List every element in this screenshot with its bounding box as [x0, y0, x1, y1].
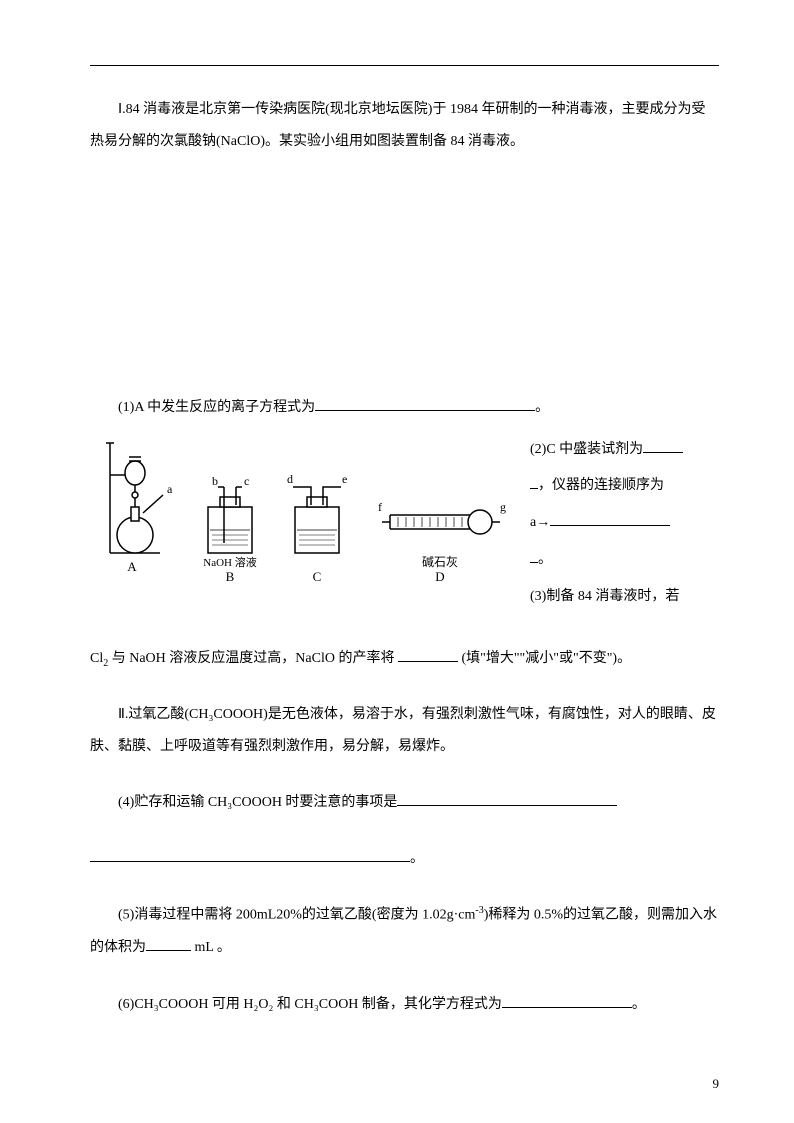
q4-text: (4)贮存和运输 CH₃COOOH 时要注意的事项是: [118, 795, 397, 810]
label-d: D: [435, 569, 444, 584]
label-b: B: [226, 569, 235, 584]
q3a: (3)制备 84 消毒液时，若: [530, 589, 679, 604]
q6a: (6)CH₃COOOH 可用 H₂O₂ 和 CH₃COOH 制备，其化学方程式为: [118, 997, 502, 1012]
question-6: (6)CH₃COOOH 可用 H₂O₂ 和 CH₃COOH 制备，其化学方程式为…: [90, 989, 719, 1021]
question-4: (4)贮存和运输 CH₃COOOH 时要注意的事项是: [90, 787, 719, 819]
port-f: f: [378, 500, 382, 514]
q3-blank: [398, 648, 458, 662]
q2d: 。: [538, 552, 552, 567]
q2a: (2)C 中盛装试剂为: [530, 442, 643, 457]
q1-text: (1)A 中发生反应的离子方程式为: [118, 400, 315, 415]
q3-body: Cl2 与 NaOH 溶液反应温度过高，NaClO 的产率将 (填"增大""减小…: [90, 643, 719, 675]
content: Ⅰ.84 消毒液是北京第一传染病医院(现北京地坛医院)于 1984 年研制的一种…: [90, 94, 719, 1021]
side-text: (2)C 中盛装试剂为 ，仪器的连接顺序为 a→ 。 (3)制备 84 消毒液时…: [520, 435, 719, 619]
port-b: b: [212, 474, 218, 488]
figure-placeholder: [90, 158, 719, 368]
q1-blank: [315, 397, 535, 411]
intro-1: Ⅰ.84 消毒液是北京第一传染病医院(现北京地坛医院)于 1984 年研制的一种…: [90, 94, 719, 158]
apparatus-a: a: [106, 443, 173, 553]
q2c: a→: [530, 515, 550, 530]
q3b2: 与 NaOH 溶液反应温度过高，NaClO 的产率将: [108, 651, 398, 666]
q1-end: 。: [535, 400, 549, 415]
port-c: c: [244, 474, 249, 488]
apparatus-d: f g: [378, 500, 506, 534]
label-naoh: NaOH 溶液: [203, 555, 256, 569]
apparatus-c: d e: [287, 472, 347, 553]
question-1: (1)A 中发生反应的离子方程式为 。: [90, 392, 719, 424]
port-g: g: [500, 500, 506, 514]
figure-row: a A b c NaOH 溶液: [90, 435, 719, 619]
q3c: (填"增大""减小"或"不变")。: [461, 651, 631, 666]
apparatus-diagram: a A b c NaOH 溶液: [90, 435, 520, 595]
q3-lead: (3)制备 84 消毒液时，若: [530, 582, 719, 613]
q4-blank1: [397, 792, 617, 806]
q2b: ，仪器的连接顺序为: [538, 478, 664, 493]
q2-line3: a→: [530, 508, 719, 539]
q2-line2: ，仪器的连接顺序为: [530, 471, 719, 502]
q5a: (5)消毒过程中需将 200mL20%的过氧乙酸(密度为 1.02g·cm: [118, 908, 475, 923]
port-a: a: [167, 482, 173, 496]
q6b: 。: [632, 997, 646, 1012]
port-e: e: [342, 472, 347, 486]
q4-end: 。: [410, 851, 424, 866]
question-4b: 。: [90, 843, 719, 875]
q3b: Cl: [90, 651, 103, 666]
q5c: mL 。: [195, 940, 231, 955]
label-a: A: [127, 559, 137, 574]
top-rule: [90, 65, 719, 66]
intro-2: Ⅱ.过氧乙酸(CH₃COOOH)是无色液体，易溶于水，有强烈刺激性气味，有腐蚀性…: [90, 699, 719, 763]
q2-blank1b: [530, 475, 538, 489]
q2-blank2: [550, 512, 670, 526]
q2-blank1: [643, 439, 683, 453]
q2-line1: (2)C 中盛装试剂为: [530, 435, 719, 466]
page-number: 9: [713, 1069, 720, 1099]
q6-blank: [502, 994, 632, 1008]
q2-blank3: [530, 549, 538, 563]
port-d: d: [287, 472, 293, 486]
apparatus-b: b c: [208, 474, 252, 553]
label-soda: 碱石灰: [422, 555, 458, 569]
q4-blank2: [90, 848, 410, 862]
q2-line4: 。: [530, 545, 719, 576]
label-c: C: [313, 569, 322, 584]
q5-blank: [146, 937, 191, 951]
question-5: (5)消毒过程中需将 200mL20%的过氧乙酸(密度为 1.02g·cm-3)…: [90, 899, 719, 964]
